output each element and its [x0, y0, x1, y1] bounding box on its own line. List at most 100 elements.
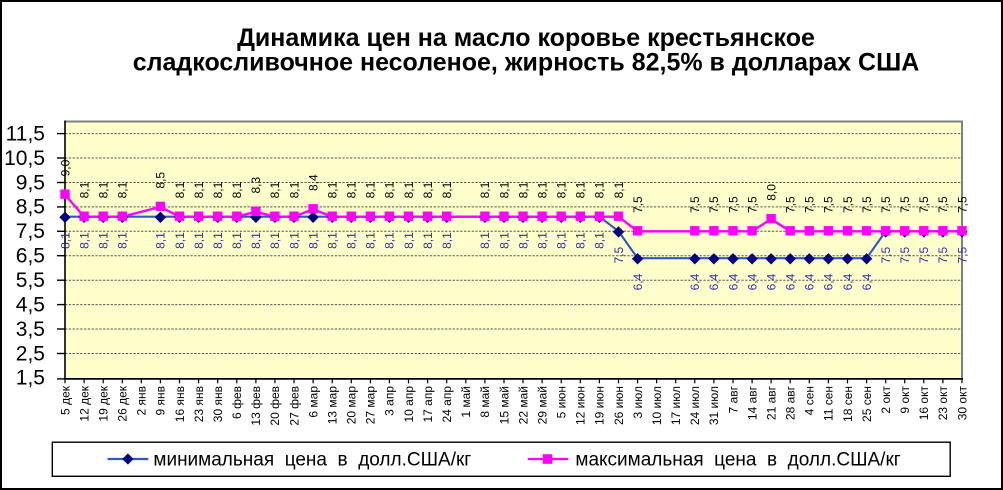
svg-text:23 окт: 23 окт [936, 386, 950, 421]
svg-text:19 июн: 19 июн [593, 386, 607, 425]
svg-text:9 янв: 9 янв [154, 386, 168, 416]
svg-text:7,5: 7,5 [612, 246, 626, 263]
svg-text:20 фев: 20 фев [268, 386, 282, 426]
svg-text:19 дек: 19 дек [97, 385, 111, 421]
svg-text:8,1: 8,1 [478, 232, 492, 249]
svg-text:7,5: 7,5 [917, 196, 931, 213]
svg-text:2 янв: 2 янв [135, 386, 149, 416]
svg-text:16 окт: 16 окт [917, 386, 931, 421]
svg-text:8,1: 8,1 [364, 232, 378, 249]
svg-text:9,0: 9,0 [58, 159, 72, 176]
svg-text:8,1: 8,1 [421, 232, 435, 249]
svg-text:22 май: 22 май [516, 386, 530, 424]
svg-text:8,5: 8,5 [16, 196, 45, 219]
svg-text:2,5: 2,5 [16, 342, 45, 365]
svg-text:6,4: 6,4 [688, 273, 702, 290]
svg-text:8,3: 8,3 [249, 176, 263, 193]
svg-text:3,5: 3,5 [16, 318, 45, 341]
svg-text:7,5: 7,5 [631, 196, 645, 213]
svg-text:26 июн: 26 июн [612, 386, 626, 425]
svg-text:8,1: 8,1 [249, 232, 263, 249]
svg-text:27 фев: 27 фев [287, 386, 301, 426]
svg-text:8,1: 8,1 [211, 181, 225, 198]
svg-text:8,1: 8,1 [192, 181, 206, 198]
svg-text:8,1: 8,1 [345, 232, 359, 249]
svg-text:1 май: 1 май [459, 386, 473, 418]
svg-text:18 сен: 18 сен [841, 386, 855, 422]
svg-text:8,1: 8,1 [326, 232, 340, 249]
svg-text:20 мар: 20 мар [345, 386, 359, 425]
svg-text:7,5: 7,5 [879, 196, 893, 213]
svg-text:8,1: 8,1 [574, 181, 588, 198]
svg-text:11 сен: 11 сен [822, 386, 836, 421]
svg-text:6 мар: 6 мар [306, 386, 320, 418]
svg-text:9 окт: 9 окт [898, 385, 912, 413]
svg-text:8,1: 8,1 [173, 181, 187, 198]
svg-text:10,5: 10,5 [4, 147, 45, 170]
svg-text:8,1: 8,1 [440, 181, 454, 198]
svg-text:5,5: 5,5 [16, 269, 45, 292]
svg-text:6 фев: 6 фев [230, 386, 244, 419]
svg-text:25 сен: 25 сен [860, 386, 874, 422]
svg-text:5 июн: 5 июн [555, 386, 569, 418]
svg-text:14 авг: 14 авг [745, 385, 759, 420]
svg-text:8,1: 8,1 [402, 181, 416, 198]
svg-text:23 янв: 23 янв [192, 386, 206, 422]
svg-text:8,1: 8,1 [268, 232, 282, 249]
svg-text:8,4: 8,4 [306, 174, 320, 191]
svg-text:максимальная цена в долл.СШ: максимальная цена в долл.США/кг [575, 450, 900, 471]
svg-text:8,1: 8,1 [326, 181, 340, 198]
svg-text:7,5: 7,5 [898, 246, 912, 263]
svg-text:15 май: 15 май [497, 386, 511, 424]
svg-text:13 мар: 13 мар [326, 386, 340, 425]
svg-text:7,5: 7,5 [803, 196, 817, 213]
svg-text:минимальная цена в долл.США: минимальная цена в долл.США/кг [153, 450, 471, 471]
svg-text:2 окт: 2 окт [879, 385, 893, 413]
svg-text:7,5: 7,5 [936, 246, 950, 263]
svg-text:1,5: 1,5 [16, 367, 45, 390]
svg-text:8,1: 8,1 [211, 232, 225, 249]
svg-text:8,1: 8,1 [268, 181, 282, 198]
svg-text:8,1: 8,1 [77, 181, 91, 198]
svg-text:8,1: 8,1 [116, 232, 130, 249]
svg-text:8,1: 8,1 [612, 181, 626, 198]
svg-text:8,1: 8,1 [173, 232, 187, 249]
svg-text:8,1: 8,1 [535, 181, 549, 198]
svg-text:8,1: 8,1 [516, 232, 530, 249]
svg-text:3 апр: 3 апр [383, 386, 397, 416]
svg-text:7,5: 7,5 [822, 196, 836, 213]
svg-text:7,5: 7,5 [955, 246, 969, 263]
svg-text:8,1: 8,1 [306, 232, 320, 249]
svg-text:6,4: 6,4 [631, 273, 645, 290]
svg-text:7,5: 7,5 [860, 196, 874, 213]
svg-text:8,1: 8,1 [497, 232, 511, 249]
svg-text:5 дек: 5 дек [58, 385, 72, 415]
svg-text:8,1: 8,1 [478, 181, 492, 198]
svg-text:17 апр: 17 апр [421, 386, 435, 423]
svg-text:8,1: 8,1 [440, 232, 454, 249]
svg-text:4 сен: 4 сен [803, 386, 817, 415]
svg-text:6,4: 6,4 [764, 273, 778, 290]
svg-text:24 июл: 24 июл [688, 386, 702, 425]
svg-text:10 апр: 10 апр [402, 386, 416, 423]
svg-text:3 июл: 3 июл [631, 386, 645, 418]
svg-text:8,1: 8,1 [421, 181, 435, 198]
svg-text:8,1: 8,1 [287, 232, 301, 249]
svg-text:6,4: 6,4 [726, 273, 740, 290]
svg-text:8,1: 8,1 [345, 181, 359, 198]
svg-text:8,1: 8,1 [555, 181, 569, 198]
svg-text:12 июн: 12 июн [574, 386, 588, 425]
svg-text:8,1: 8,1 [383, 181, 397, 198]
svg-text:10 июл: 10 июл [650, 386, 664, 425]
svg-text:8,5: 8,5 [154, 172, 168, 189]
svg-text:8,1: 8,1 [402, 232, 416, 249]
svg-text:21 авг: 21 авг [764, 385, 778, 420]
svg-text:6,4: 6,4 [822, 273, 836, 290]
svg-text:8,1: 8,1 [287, 181, 301, 198]
svg-text:6,5: 6,5 [16, 245, 45, 268]
svg-text:8,1: 8,1 [230, 232, 244, 249]
svg-text:16 янв: 16 янв [173, 386, 187, 422]
svg-text:7,5: 7,5 [879, 246, 893, 263]
svg-text:8,1: 8,1 [58, 232, 72, 249]
svg-text:8,1: 8,1 [555, 232, 569, 249]
